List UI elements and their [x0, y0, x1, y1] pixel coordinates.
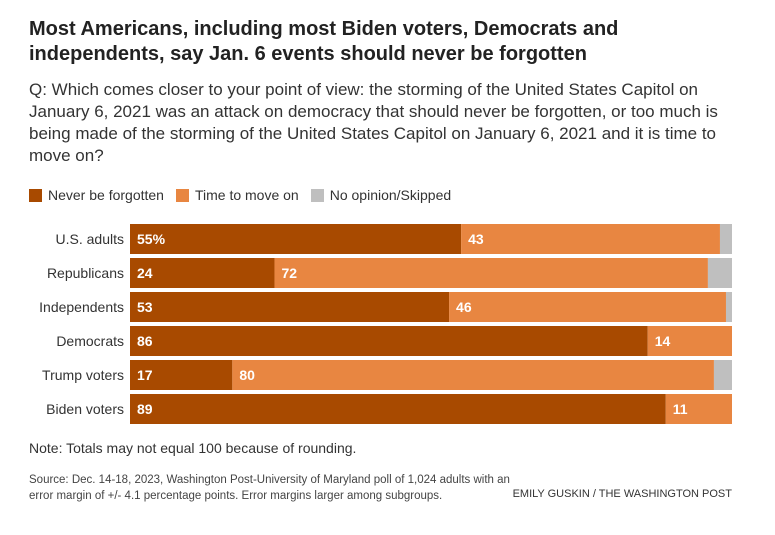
legend-swatch: [29, 188, 42, 202]
bar-segment: [130, 360, 233, 390]
source: Source: Dec. 14-18, 2023, Washington Pos…: [29, 474, 510, 502]
bar-segment: [232, 360, 714, 390]
bar-segment: [713, 360, 732, 390]
bar-segment: [449, 292, 726, 322]
data-label: 17: [137, 367, 153, 383]
note: Note: Totals may not equal 100 because o…: [29, 440, 357, 456]
bar-segment: [130, 326, 648, 356]
legend-label: Never be forgotten: [48, 187, 164, 203]
bar-segment: [130, 292, 450, 322]
survey-question: Q: Which comes closer to your point of v…: [29, 80, 718, 165]
category-label: Republicans: [47, 265, 124, 281]
legend-swatch: [310, 188, 324, 202]
data-label: 55%: [137, 231, 166, 247]
bar-segment: [130, 258, 275, 288]
bar-segment: [719, 224, 732, 254]
category-label: Trump voters: [42, 367, 124, 383]
legend-swatch: [175, 188, 189, 202]
data-label: 11: [673, 401, 688, 417]
bar-segment: [665, 394, 732, 424]
data-label: 89: [137, 401, 153, 417]
data-label: 86: [137, 333, 153, 349]
data-label: 46: [456, 299, 472, 315]
credit: EMILY GUSKIN / THE WASHINGTON POST: [512, 488, 732, 500]
chart-title: Most Americans, including most Biden vot…: [29, 18, 619, 65]
bar-segment: [707, 258, 732, 288]
bar-segment: [647, 326, 732, 356]
category-label: Democrats: [56, 333, 124, 349]
bar-segment: [461, 224, 720, 254]
bar-chart: U.S. adults 55% 43 Republicans 24 72 Independe…: [39, 224, 732, 424]
legend-label: Time to move on: [194, 187, 299, 203]
category-label: U.S. adults: [56, 231, 124, 247]
data-label: 24: [137, 265, 153, 281]
data-label: 43: [468, 231, 484, 247]
data-label: 53: [137, 299, 153, 315]
legend-item-never: Never be forgotten: [29, 187, 164, 203]
legend-item-move-on: Time to move on: [175, 187, 299, 203]
legend-item-no-opinion: No opinion/Skipped: [310, 187, 452, 203]
bar-segment: [130, 394, 666, 424]
bar-segment: [130, 224, 462, 254]
bar-segment: [725, 292, 732, 322]
data-label: 72: [281, 265, 297, 281]
category-label: Independents: [39, 299, 124, 315]
category-label: Biden voters: [46, 401, 124, 417]
legend-label: No opinion/Skipped: [329, 187, 452, 203]
bar-segment: [274, 258, 708, 288]
legend: Never be forgotten Time to move on No op…: [29, 187, 455, 203]
data-label: 14: [655, 333, 671, 349]
data-label: 80: [239, 367, 255, 383]
